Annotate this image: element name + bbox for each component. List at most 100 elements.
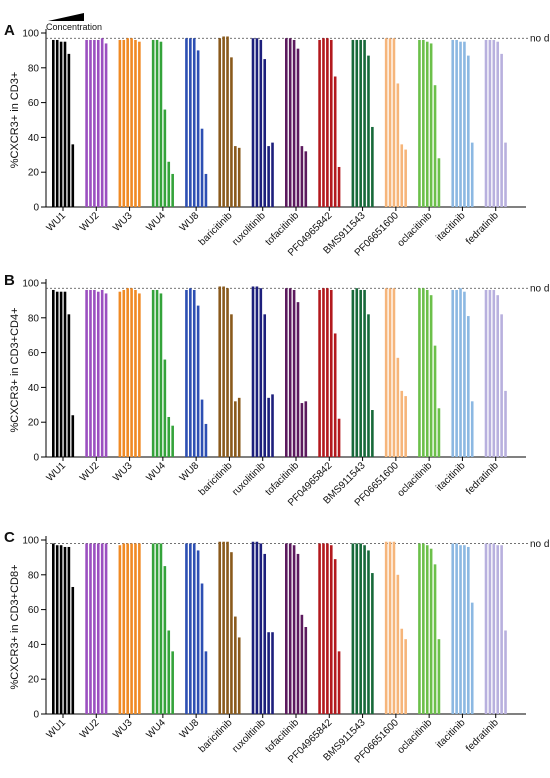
x-tick-label: WU3: [111, 460, 135, 484]
bar: [437, 408, 441, 457]
y-tick-label: 60: [28, 348, 40, 359]
bar: [85, 289, 88, 457]
bar: [322, 543, 325, 714]
x-tick-label: WU1: [45, 210, 69, 234]
x-tick-label: fedratinib: [464, 460, 501, 497]
bar: [300, 403, 304, 457]
bar: [196, 50, 200, 208]
bar: [288, 543, 292, 714]
bar: [355, 39, 359, 208]
bar: [492, 543, 496, 714]
bar: [52, 543, 55, 714]
bar: [292, 289, 296, 457]
bar: [67, 314, 71, 457]
bar: [93, 543, 96, 714]
bar: [351, 543, 355, 714]
bar: [222, 36, 225, 208]
bar: [237, 637, 241, 714]
bar: [433, 345, 437, 457]
reference-label: no drug: [530, 284, 550, 295]
bar: [400, 390, 404, 457]
bar: [488, 543, 492, 714]
x-tick-label: itacitinib: [434, 210, 468, 244]
bar: [500, 545, 503, 714]
bar: [337, 418, 341, 457]
bar: [230, 57, 233, 207]
bar: [196, 305, 200, 457]
bar: [488, 289, 492, 457]
bar: [400, 628, 404, 714]
bar: [371, 126, 374, 207]
bar: [255, 38, 259, 207]
bar: [484, 543, 488, 714]
bar: [392, 541, 396, 714]
bar: [192, 543, 196, 714]
x-tick-label: WU1: [45, 460, 69, 484]
bar: [333, 76, 337, 207]
bar: [455, 39, 458, 208]
bar: [126, 38, 129, 207]
bar: [504, 390, 507, 457]
bar: [155, 289, 159, 457]
y-tick-label: 100: [22, 279, 39, 290]
bar: [437, 639, 441, 714]
bar: [185, 543, 188, 714]
bar: [85, 39, 88, 208]
bar: [151, 543, 155, 714]
bar: [130, 288, 133, 457]
bar: [271, 142, 274, 207]
bar: [429, 548, 433, 714]
x-tick-label: WU3: [111, 210, 135, 234]
bar: [285, 288, 288, 457]
bar: [100, 289, 104, 457]
y-tick-label: 20: [28, 418, 40, 429]
bar: [371, 573, 374, 714]
bar: [404, 639, 407, 714]
bar: [96, 543, 100, 714]
bar: [418, 543, 421, 714]
bar: [230, 552, 233, 714]
bar: [126, 288, 129, 457]
bar: [59, 545, 63, 714]
panel-label: B: [4, 272, 15, 289]
bar: [118, 39, 122, 208]
bar: [304, 627, 308, 714]
bar: [271, 394, 274, 457]
bar: [267, 632, 270, 714]
bar: [425, 289, 429, 457]
x-tick-label: WU2: [78, 717, 102, 741]
bar: [500, 53, 503, 207]
bar: [96, 39, 100, 208]
x-tick-label: WU3: [111, 717, 135, 741]
bar: [429, 295, 433, 457]
reference-label: no drug: [530, 539, 550, 550]
y-tick-label: 0: [33, 203, 39, 214]
bar: [255, 286, 259, 457]
bar: [433, 564, 437, 714]
x-tick-label: oclacitinib: [395, 460, 434, 499]
bar: [359, 543, 362, 714]
bar: [326, 38, 329, 207]
bar: [151, 39, 155, 208]
bar: [329, 289, 333, 457]
bar: [384, 38, 388, 207]
bar: [267, 397, 270, 457]
bar: [333, 559, 337, 714]
x-tick-label: WU4: [144, 210, 168, 234]
bar: [104, 43, 108, 207]
bar: [359, 39, 362, 208]
bar: [218, 286, 222, 457]
bar: [351, 289, 355, 457]
bar: [122, 39, 126, 208]
bar: [118, 545, 122, 714]
bar: [226, 288, 229, 457]
panel-label: C: [4, 529, 15, 546]
bar: [300, 614, 304, 714]
y-axis-label: %CXCR3+ in CD3+CD8+: [9, 564, 21, 689]
bar: [167, 416, 171, 457]
bar: [192, 289, 196, 457]
bar: [326, 543, 329, 714]
bar: [204, 173, 208, 207]
bar: [337, 166, 341, 207]
bar: [130, 543, 133, 714]
